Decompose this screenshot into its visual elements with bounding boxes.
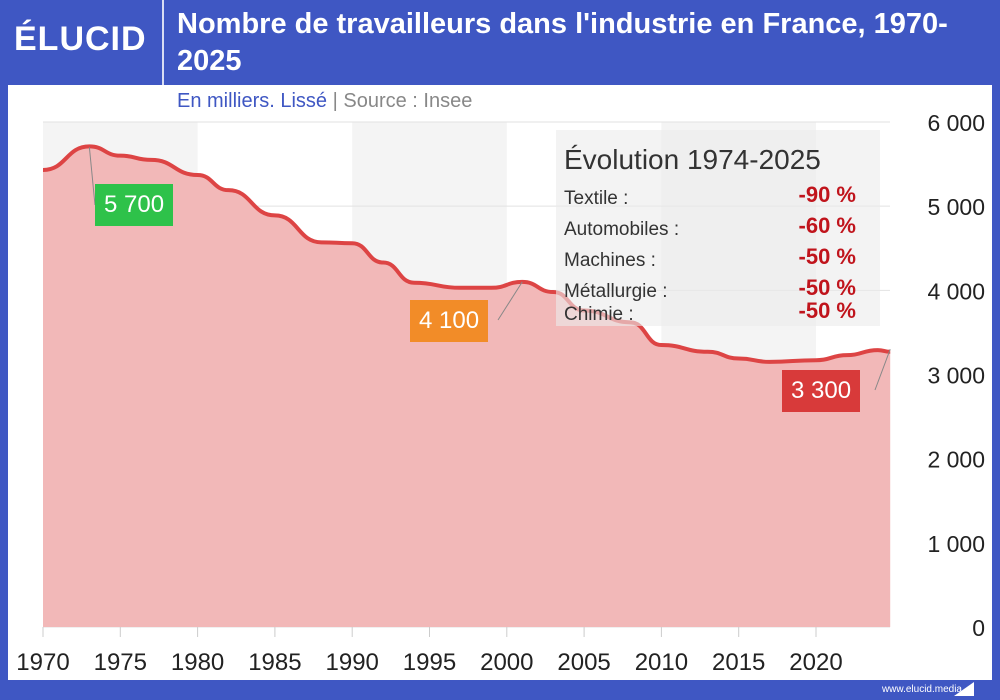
annotation-latest: 3 300: [782, 370, 861, 412]
x-tick-label: 2005: [557, 649, 610, 676]
legend-value: -60 %: [798, 213, 856, 238]
legend-name: Métallurgie :: [564, 281, 668, 302]
x-tick-label: 1980: [171, 649, 224, 676]
x-tick-label: 1985: [248, 649, 301, 676]
x-tick-label: 2015: [712, 649, 765, 676]
legend-name: Textile :: [564, 188, 629, 209]
legend-value: -50 %: [798, 275, 856, 300]
annotation-2001: 4 100: [410, 300, 489, 342]
subtitle-separator: |: [332, 90, 338, 112]
legend-row: Textile : -90 %: [564, 182, 856, 212]
annotation-leader: [874, 349, 891, 391]
x-tick-label: 1990: [326, 649, 379, 676]
source-note: Source : Insee: [343, 90, 473, 112]
annotation-leader: [88, 147, 96, 206]
elucid-logo: ÉLUCID: [14, 20, 147, 58]
x-tick-label: 1970: [16, 649, 69, 676]
legend-row: Automobiles : -60 %: [564, 213, 856, 243]
y-tick-label: 5 000: [927, 194, 985, 220]
legend-value: -50 %: [798, 298, 856, 323]
series-line: [42, 144, 891, 364]
y-tick-label: 4 000: [927, 278, 985, 304]
legend-name: Machines :: [564, 250, 656, 271]
x-tick-label: 1975: [94, 649, 147, 676]
x-tick-label: 2000: [480, 649, 533, 676]
y-tick-label: 6 000: [927, 110, 985, 136]
chart-title: Nombre de travailleurs dans l'industrie …: [177, 8, 948, 77]
annotation-leader: [497, 281, 523, 321]
x-tick-label: 1995: [403, 649, 456, 676]
area-fill: [43, 146, 891, 628]
x-tick-label: 2010: [635, 649, 688, 676]
footer-url: www.elucid.media: [881, 684, 962, 695]
legend-name: Chimie :: [564, 304, 634, 325]
y-tick-label: 1 000: [927, 531, 985, 557]
unit-note: En milliers. Lissé: [177, 90, 328, 112]
annotation-peak: 5 700: [95, 184, 174, 226]
legend-row: Chimie : -50 %: [564, 298, 856, 328]
legend-box: Évolution 1974-2025 Textile : -90 % Autom…: [556, 130, 880, 326]
legend-name: Automobiles :: [564, 219, 680, 240]
legend-row: Machines : -50 %: [564, 244, 856, 274]
legend-value: -90 %: [798, 182, 856, 207]
legend-value: -50 %: [798, 244, 856, 269]
header-divider: [162, 0, 164, 85]
y-tick-label: 3 000: [927, 363, 985, 389]
legend-row: Métallurgie : -50 %: [564, 275, 856, 305]
x-tick-label: 2020: [789, 649, 842, 676]
chart-subtitle: En milliers. Lissé | Source : Insee: [177, 90, 472, 113]
y-tick-label: 2 000: [927, 447, 985, 473]
elucid-mark-icon: [954, 682, 974, 696]
legend-title: Évolution 1974-2025: [564, 144, 821, 175]
y-tick-label: 0: [972, 615, 985, 641]
